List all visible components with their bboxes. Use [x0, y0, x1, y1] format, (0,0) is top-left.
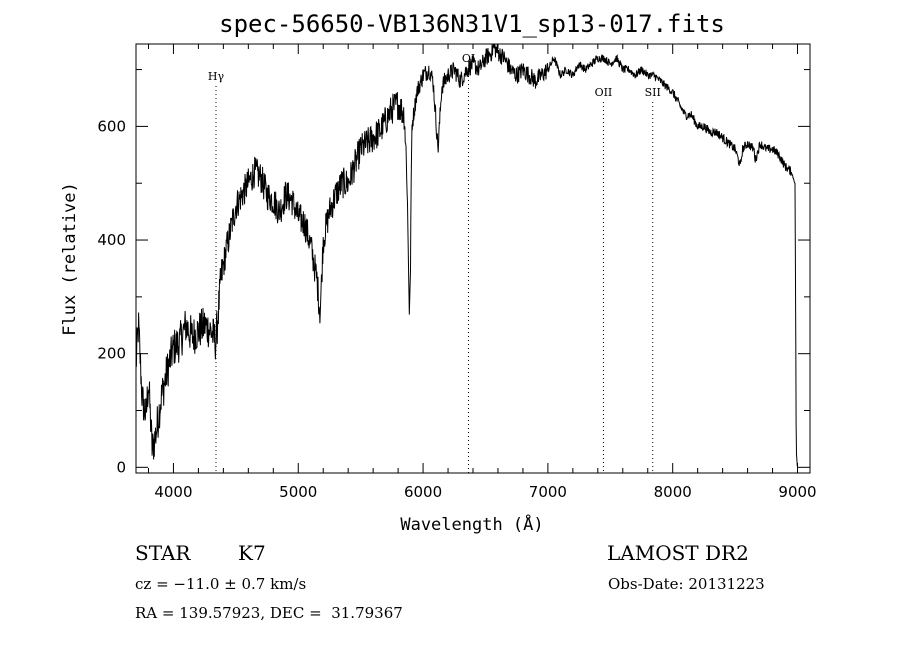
object-class: STAR [135, 541, 191, 565]
y-axis-label: Flux (relative) [60, 182, 80, 336]
x-tick-label: 8000 [654, 483, 692, 501]
coordinates: RA = 139.57923, DEC = 31.79367 [135, 604, 403, 622]
axis-tick-labels: 4000 5000 6000 7000 8000 9000 0 200 400 600 [97, 117, 816, 501]
spectral-line-label: Hγ [208, 70, 225, 83]
survey-name: LAMOST DR2 [607, 541, 749, 565]
chart-title: spec-56650-VB136N31V1_sp13-017.fits [219, 10, 725, 38]
plot-frame [135, 43, 811, 474]
spectral-subclass: K7 [238, 541, 266, 565]
y-tick-label: 0 [116, 458, 126, 476]
y-tick-label: 600 [97, 117, 126, 135]
x-tick-label: 6000 [404, 483, 442, 501]
spectrum-line [135, 43, 798, 467]
y-tick-label: 400 [97, 231, 126, 249]
spectral-line-label: SII [645, 86, 661, 99]
x-tick-label: 4000 [154, 483, 192, 501]
redshift-value: cz = −11.0 ± 0.7 km/s [135, 575, 307, 593]
y-tick-label: 200 [97, 345, 126, 363]
x-tick-label: 5000 [279, 483, 317, 501]
x-tick-label: 7000 [529, 483, 567, 501]
x-axis-label: Wavelength (Å) [400, 513, 543, 535]
spectral-line-label: OII [595, 86, 613, 99]
x-tick-label: 9000 [778, 483, 816, 501]
observation-date: Obs-Date: 20131223 [608, 575, 765, 593]
axis-ticks [136, 44, 810, 473]
